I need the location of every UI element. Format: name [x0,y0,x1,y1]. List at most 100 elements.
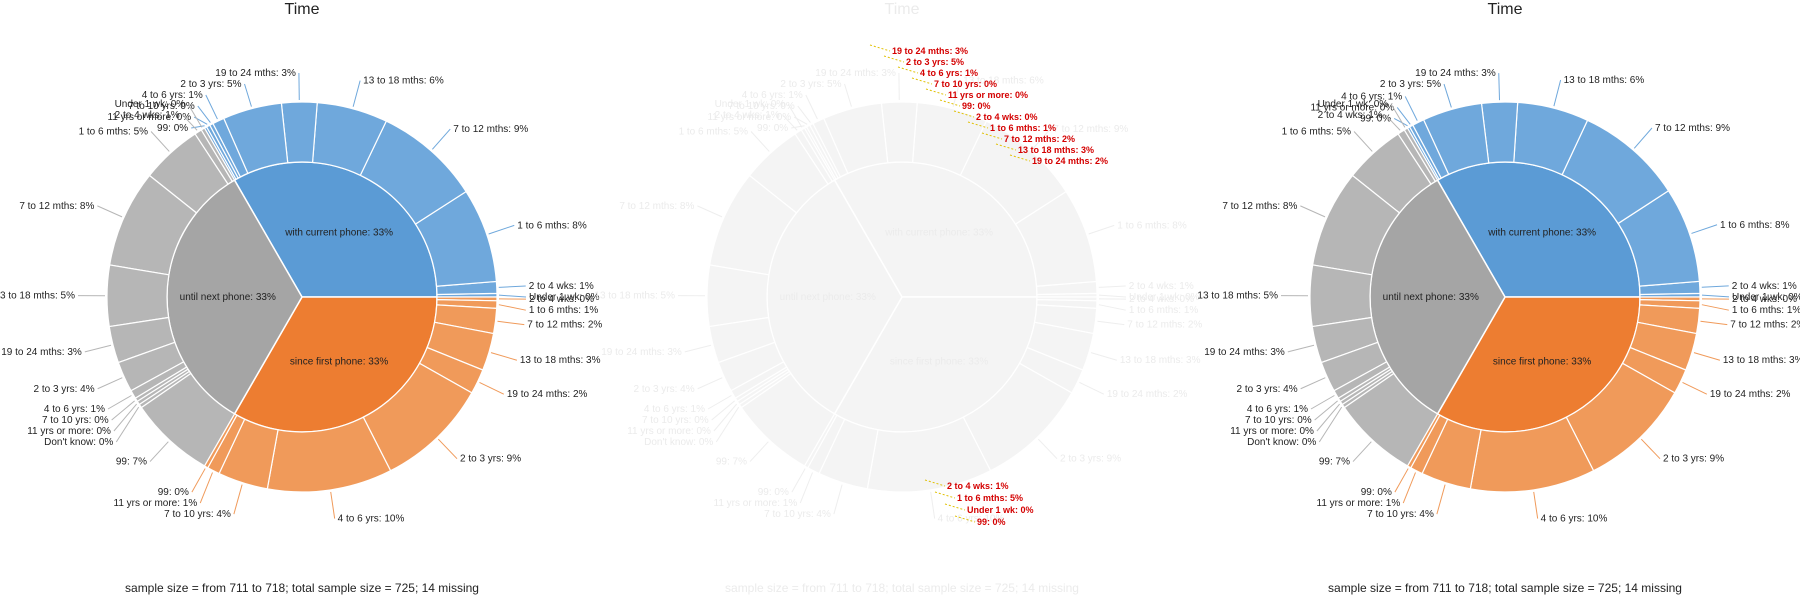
outer-slice [222,102,289,175]
label-leader-line [1098,304,1126,311]
overlap-label: 2 to 3 yrs: 5% [906,57,964,67]
label-leader-line [1390,103,1406,128]
label-leader-line [930,491,936,519]
inner-slice-label: with current phone: 33% [1487,228,1596,239]
outer-slice-label: 2 to 3 yrs: 9% [1060,454,1121,465]
outer-slice-label: 11 yrs or more: 0% [27,426,111,437]
label-leader-line [1300,205,1326,218]
outer-slice-label: 4 to 6 yrs: 10% [938,514,1005,525]
outer-slice-label: 2 to 4 wks: 1% [1129,281,1194,292]
outer-slice-label: 19 to 24 mths: 2% [1710,389,1791,400]
label-leader-line [97,377,123,390]
outer-slice-label: Under 1 wk: 0% [115,99,186,110]
label-leader-line [713,403,737,432]
sample-size-note: sample size = from 711 to 718; total sam… [1328,581,1682,595]
outer-slice [748,133,829,214]
outer-slice [1311,316,1379,364]
outer-slice-label: 11 yrs or more: 0% [107,112,191,123]
label-leader-line [498,294,527,298]
overlap-label: 7 to 12 mths: 2% [1004,134,1075,144]
label-leader-line [490,352,518,361]
label-leader-line [787,103,803,128]
chart-title: Time [885,1,920,18]
outer-slice-label: 2 to 4 wks: 0% [529,294,594,305]
outer-slice-label: 7 to 10 yrs: 4% [1367,509,1434,520]
outer-slice [1513,101,1589,176]
outer-slice-label: 13 to 18 mths: 6% [963,76,1044,87]
label-leader-line [113,403,137,432]
outer-slice-label: 2 to 3 yrs: 5% [780,79,841,90]
outer-slice-label: 4 to 6 yrs: 1% [644,404,705,415]
label-leader-line [1031,128,1051,150]
label-leader-line [1098,294,1127,298]
overlap-label: 99: 0% [977,517,1006,527]
outer-slice [148,133,229,214]
overlap-leader [944,503,966,511]
outer-slice-label: 13 to 18 mths: 6% [1564,75,1645,86]
outer-slice [1617,189,1701,287]
label-leader-line [1098,285,1126,288]
outer-slice [1320,341,1388,392]
inner-slice-label: since first phone: 33% [290,356,388,367]
outer-slice [1014,190,1098,287]
label-leader-line [1318,406,1343,443]
outer-slice-label: 99: 0% [157,123,188,134]
label-leader-line [1404,96,1418,121]
outer-slice [740,372,836,467]
overlap-leader [897,66,919,74]
inner-slice-label: with current phone: 33% [884,228,993,239]
inner-slice-label: since first phone: 33% [1493,356,1591,367]
label-leader-line [97,205,123,218]
outer-slice-label: 13 to 18 mths: 3% [520,355,601,366]
label-leader-line [833,484,843,515]
outer-slice-label: 7 to 12 mths: 8% [19,201,94,212]
label-leader-line [715,406,740,443]
outer-slice-label: 1 to 6 mths: 1% [1129,305,1199,316]
outer-slice-label: 7 to 10 yrs: 0% [728,101,795,112]
outer-slice-label: 7 to 12 mths: 8% [1222,201,1297,212]
outer-slice-label: 11 yrs or more: 0% [1230,426,1314,437]
label-leader-line [1352,441,1372,462]
sample-size-note: sample size = from 711 to 718; total sam… [125,581,479,595]
label-leader-line [352,80,361,107]
outer-slice [1035,280,1098,296]
outer-slice-label: 7 to 10 yrs: 0% [128,101,195,112]
label-leader-line [437,438,458,460]
overlap-leader [995,143,1017,151]
label-leader-line [711,400,735,421]
label-leader-line [1701,304,1729,311]
outer-slice-label: 19 to 24 mths: 2% [1107,389,1188,400]
overlap-label: 13 to 18 mths: 3% [1018,145,1094,155]
outer-slice-label: 7 to 12 mths: 9% [1655,123,1730,134]
outer-slice [280,101,318,164]
outer-slice [1343,372,1439,467]
outer-slice [212,117,249,178]
overlap-leader [869,44,891,52]
overlap-leader [954,515,976,523]
overlap-label: 2 to 4 wks: 1% [947,481,1009,491]
outer-slice-label: 99: 7% [116,457,147,468]
label-leader-line [1498,73,1501,101]
outer-slice [1561,119,1670,225]
outer-slice-label: 4 to 6 yrs: 1% [44,404,105,415]
outer-slice [1638,280,1701,296]
outer-slice-label: 19 to 24 mths: 3% [815,68,896,79]
outer-slice-label: 7 to 10 yrs: 0% [642,415,709,426]
outer-slice-label: 1 to 6 mths: 5% [79,126,149,137]
outer-slice-label: Under 1 wk: 0% [529,292,600,303]
outer-slice [706,264,770,328]
outer-slice-label: 4 to 6 yrs: 1% [1247,404,1308,415]
overlap-label: 1 to 6 mths: 5% [957,493,1023,503]
label-leader-line [111,400,135,421]
label-leader-line [205,94,218,120]
overlap-leader [981,132,1003,140]
overlap-leader [967,121,989,129]
label-leader-line [497,320,525,326]
label-leader-line [1693,352,1721,361]
outer-slice-label: 19 to 24 mths: 2% [507,389,588,400]
label-leader-line [1310,395,1335,410]
outer-slice [435,280,498,296]
label-leader-line [330,491,336,519]
label-leader-line [1682,382,1708,395]
outer-slice-label: 13 to 18 mths: 5% [594,291,675,302]
